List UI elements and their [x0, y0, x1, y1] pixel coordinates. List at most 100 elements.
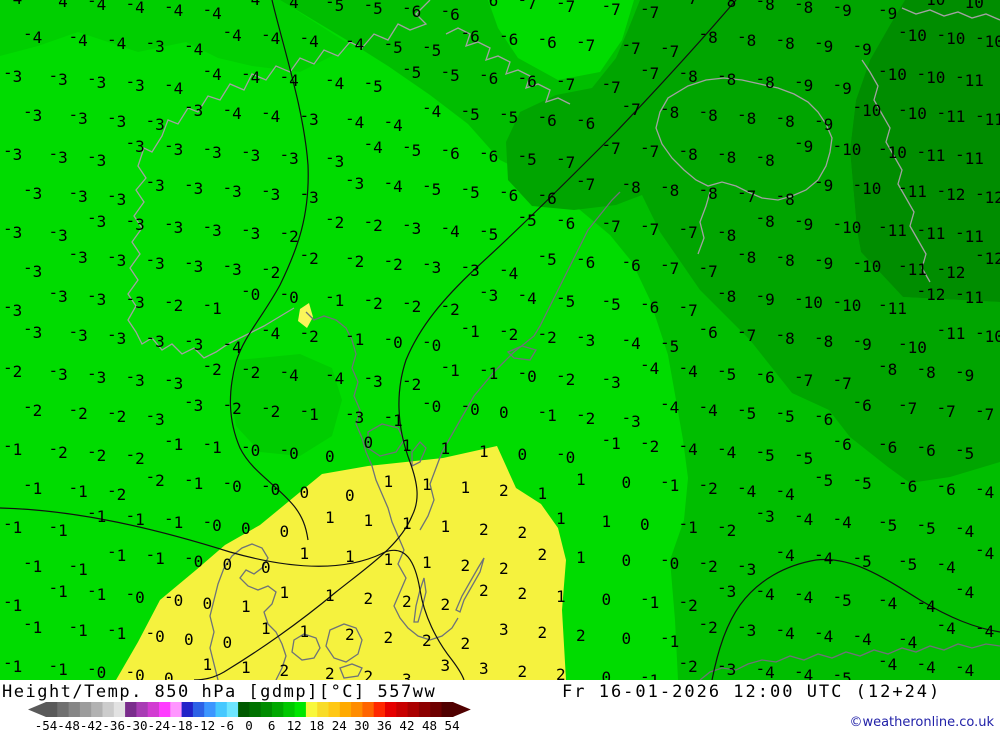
temperature-value: -3 — [184, 392, 203, 415]
temperature-value: -2 — [203, 356, 222, 379]
temperature-value: -0 — [126, 584, 145, 607]
scale-tick-label: -6 — [219, 718, 234, 733]
temperature-value: -4 — [384, 112, 403, 135]
temperature-value: -8 — [679, 141, 698, 164]
temperature-value: -3 — [345, 170, 364, 193]
temperature-value: -9 — [833, 75, 852, 98]
temperature-value: -4 — [917, 654, 936, 677]
temperature-value: -10 — [898, 334, 927, 357]
scale-segment — [351, 702, 363, 717]
temperature-value: -2 — [107, 403, 126, 426]
temperature-value: -6 — [937, 476, 956, 499]
temperature-value: -1 — [49, 656, 68, 679]
temperature-value: -4 — [640, 355, 659, 378]
temperature-value: -2 — [300, 245, 319, 268]
temperature-value: -3 — [49, 144, 68, 167]
temperature-value: -10 — [794, 289, 823, 312]
temperature-value: -4 — [203, 0, 222, 23]
temperature-value: -5 — [384, 34, 403, 57]
temperature-value: -3 — [23, 180, 42, 203]
scale-segment — [46, 702, 58, 717]
temperature-value: 2 — [518, 662, 528, 680]
temperature-value: -3 — [3, 63, 22, 86]
temperature-value: -4 — [441, 218, 460, 241]
temperature-value: -3 — [87, 208, 106, 231]
temperature-value: -2 — [364, 212, 383, 235]
temperature-value: -3 — [184, 97, 203, 120]
temperature-value: -6 — [576, 249, 595, 272]
map-datetime: Fr 16-01-2026 12:00 UTC (12+24) — [562, 682, 942, 702]
temperature-value: 1 — [325, 586, 335, 605]
temperature-value: -3 — [184, 253, 203, 276]
temperature-value: -5 — [814, 467, 833, 490]
scale-segment — [204, 702, 216, 717]
temperature-value: -2 — [384, 251, 403, 274]
copyright-link[interactable]: ©weatheronline.co.uk — [849, 715, 994, 730]
temperature-value: -3 — [3, 297, 22, 320]
temperature-value: -7 — [737, 322, 756, 345]
temperature-value: -1 — [660, 472, 679, 495]
scale-tick-label: -48 — [57, 718, 80, 733]
temperature-value: 0 — [223, 555, 233, 574]
temp-region-yellow-spot-oslofjord — [298, 303, 313, 328]
temperature-value: 1 — [602, 512, 612, 531]
temperature-value: -4 — [955, 579, 974, 602]
temperature-value: 1 — [556, 509, 566, 528]
temperature-value: -7 — [556, 149, 575, 172]
temperature-value: -5 — [853, 548, 872, 571]
temperature-value: -7 — [576, 171, 595, 194]
scale-arrow-left — [28, 702, 46, 717]
temperature-value: 2 — [384, 628, 394, 647]
temperature-value: -2 — [126, 445, 145, 468]
temperature-value: -8 — [717, 0, 736, 11]
temperature-value: -8 — [737, 244, 756, 267]
scale-segment — [57, 702, 70, 717]
temperature-value: 0 — [499, 403, 509, 422]
temperature-value: -2 — [107, 481, 126, 504]
temperature-value: -8 — [660, 99, 679, 122]
temperature-value: -1 — [3, 592, 22, 615]
temperature-value: -6 — [576, 110, 595, 133]
temperature-value: 1 — [241, 597, 251, 616]
temperature-value: -5 — [538, 246, 557, 269]
temperature-value: -12 — [937, 181, 966, 204]
temperature-value: -4 — [776, 542, 795, 565]
temperature-value: -5 — [794, 445, 813, 468]
temperature-value: -3 — [146, 250, 165, 273]
temperature-value: -2 — [69, 400, 88, 423]
temperature-value: -3 — [146, 111, 165, 134]
coastline — [413, 577, 427, 623]
scale-segment — [385, 702, 397, 717]
temp-region-blob-minus4-south-norway — [230, 354, 342, 456]
temperature-value: -1 — [69, 556, 88, 579]
temperature-value: 1 — [402, 436, 412, 455]
temperature-value: -10 — [937, 25, 966, 48]
temperature-value: -2 — [164, 292, 183, 315]
temperature-value: 1 — [422, 475, 432, 494]
temperature-value: -0 — [280, 440, 299, 463]
temperature-value: -5 — [325, 0, 344, 15]
temperature-value: -4 — [87, 0, 106, 14]
coastline — [339, 663, 363, 679]
temperature-value: -8 — [737, 27, 756, 50]
temperature-values: -4-4-4-4-4-4-4-4-5-5-6-6-6-7-7-7-7-7-8-8… — [3, 0, 1000, 680]
temperature-value: -11 — [937, 103, 966, 126]
temperature-value: -5 — [364, 73, 383, 96]
temperature-value: -3 — [737, 617, 756, 640]
temperature-value: -5 — [898, 551, 917, 574]
temperature-value: -0 — [422, 332, 441, 355]
temperature-value: -7 — [699, 258, 718, 281]
temperature-value: -4 — [756, 581, 775, 604]
temperature-value: -2 — [402, 371, 421, 394]
temperature-value: -8 — [756, 208, 775, 231]
temperature-value: -11 — [878, 217, 907, 240]
temperature-value: -3 — [146, 328, 165, 351]
scale-segment — [181, 702, 194, 717]
temperature-value: -3 — [126, 211, 145, 234]
temperature-value: -5 — [737, 400, 756, 423]
temperature-value: -4 — [955, 518, 974, 541]
temperature-value: -2 — [441, 296, 460, 319]
temperature-value: -0 — [518, 363, 537, 386]
temp-region-bright-pocket-topcenter — [488, 0, 634, 80]
temperature-value: 2 — [576, 626, 586, 645]
